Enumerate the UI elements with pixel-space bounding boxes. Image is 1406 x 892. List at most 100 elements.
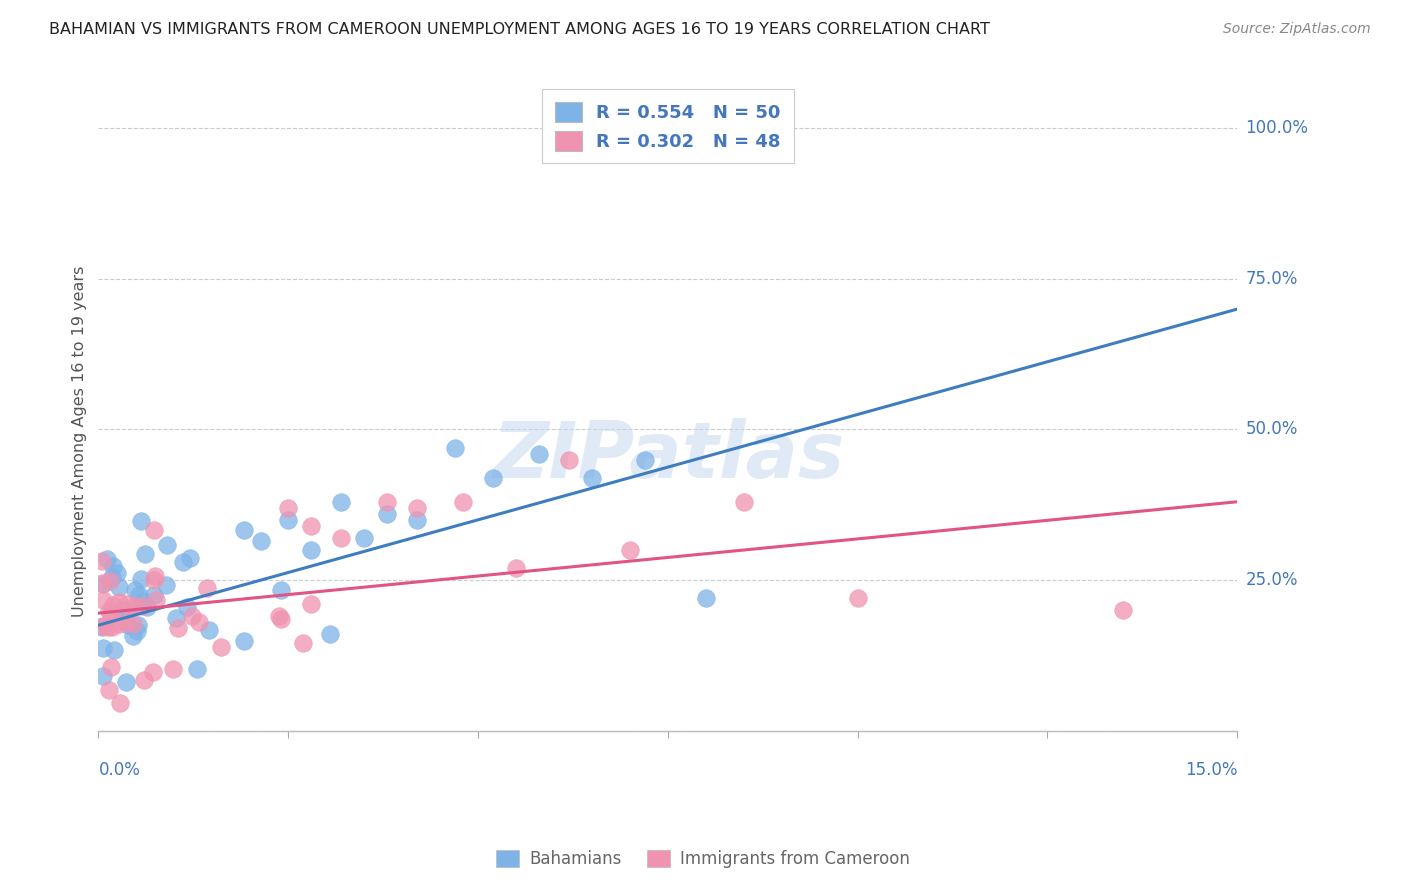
Point [96, 620, 118, 634]
Point [124, 599, 146, 614]
Point [100, 660, 122, 674]
Point [451, 494, 474, 508]
Text: 50.0%: 50.0% [1246, 420, 1298, 439]
Point [330, 531, 353, 545]
Point [299, 518, 322, 533]
Point [172, 555, 194, 569]
Point [695, 591, 717, 606]
Point [108, 617, 131, 632]
Text: 75.0%: 75.0% [1246, 270, 1298, 288]
Point [142, 665, 165, 679]
Point [98, 574, 121, 588]
Point [187, 615, 209, 629]
Point [101, 598, 124, 612]
Point [145, 592, 167, 607]
Point [233, 634, 256, 648]
Point [115, 675, 138, 690]
Point [527, 446, 550, 460]
Point [97, 683, 120, 698]
Point [267, 608, 290, 623]
Point [117, 618, 139, 632]
Point [444, 441, 467, 455]
Text: 100.0%: 100.0% [1246, 120, 1309, 137]
Point [198, 623, 221, 637]
Point [155, 578, 177, 592]
Point [115, 615, 138, 629]
Point [115, 602, 138, 616]
Point [122, 629, 145, 643]
Point [505, 561, 527, 575]
Point [176, 600, 198, 615]
Point [250, 533, 273, 548]
Point [100, 607, 122, 621]
Point [634, 452, 657, 467]
Point [143, 573, 166, 587]
Point [292, 636, 315, 650]
Point [91, 593, 114, 607]
Y-axis label: Unemployment Among Ages 16 to 19 years: Unemployment Among Ages 16 to 19 years [72, 266, 87, 617]
Point [91, 619, 114, 633]
Point [209, 640, 232, 654]
Point [91, 554, 114, 568]
Point [91, 577, 114, 591]
Point [167, 621, 190, 635]
Point [132, 594, 155, 608]
Point [179, 550, 201, 565]
Text: ZIPatlas: ZIPatlas [492, 418, 844, 494]
Point [482, 471, 505, 485]
Point [101, 570, 124, 584]
Point [270, 583, 292, 598]
Text: BAHAMIAN VS IMMIGRANTS FROM CAMEROON UNEMPLOYMENT AMONG AGES 16 TO 19 YEARS CORR: BAHAMIAN VS IMMIGRANTS FROM CAMEROON UNE… [49, 22, 990, 37]
Point [406, 513, 429, 527]
Point [135, 600, 157, 615]
Point [91, 669, 114, 683]
Point [186, 662, 208, 676]
Text: 0.0%: 0.0% [98, 761, 141, 779]
Point [97, 603, 120, 617]
Point [91, 640, 114, 655]
Point [131, 599, 153, 614]
Point [166, 611, 188, 625]
Point [733, 494, 755, 508]
Point [128, 588, 150, 602]
Point [91, 620, 114, 634]
Point [132, 673, 155, 687]
Point [91, 576, 114, 591]
Point [101, 558, 124, 573]
Point [110, 696, 132, 710]
Point [143, 569, 166, 583]
Text: 25.0%: 25.0% [1246, 571, 1298, 589]
Point [277, 500, 299, 515]
Text: 15.0%: 15.0% [1185, 761, 1237, 779]
Point [127, 618, 149, 632]
Point [129, 573, 152, 587]
Point [299, 542, 322, 557]
Point [115, 597, 138, 611]
Point [270, 612, 292, 626]
Point [129, 514, 152, 528]
Point [142, 523, 165, 537]
Point [180, 608, 202, 623]
Point [375, 494, 398, 508]
Point [1112, 603, 1135, 617]
Point [134, 547, 156, 561]
Point [96, 552, 118, 566]
Point [143, 588, 166, 602]
Point [107, 566, 129, 580]
Point [233, 524, 256, 538]
Point [558, 452, 581, 467]
Point [162, 662, 184, 676]
Point [121, 617, 143, 632]
Point [124, 582, 146, 597]
Point [103, 643, 125, 657]
Point [330, 494, 353, 508]
Point [581, 471, 603, 485]
Point [299, 597, 322, 611]
Point [195, 581, 218, 595]
Point [277, 513, 299, 527]
Legend: Bahamians, Immigrants from Cameroon: Bahamians, Immigrants from Cameroon [489, 843, 917, 875]
Point [108, 595, 131, 609]
Point [110, 602, 132, 616]
Point [319, 627, 342, 641]
Text: Source: ZipAtlas.com: Source: ZipAtlas.com [1223, 22, 1371, 37]
